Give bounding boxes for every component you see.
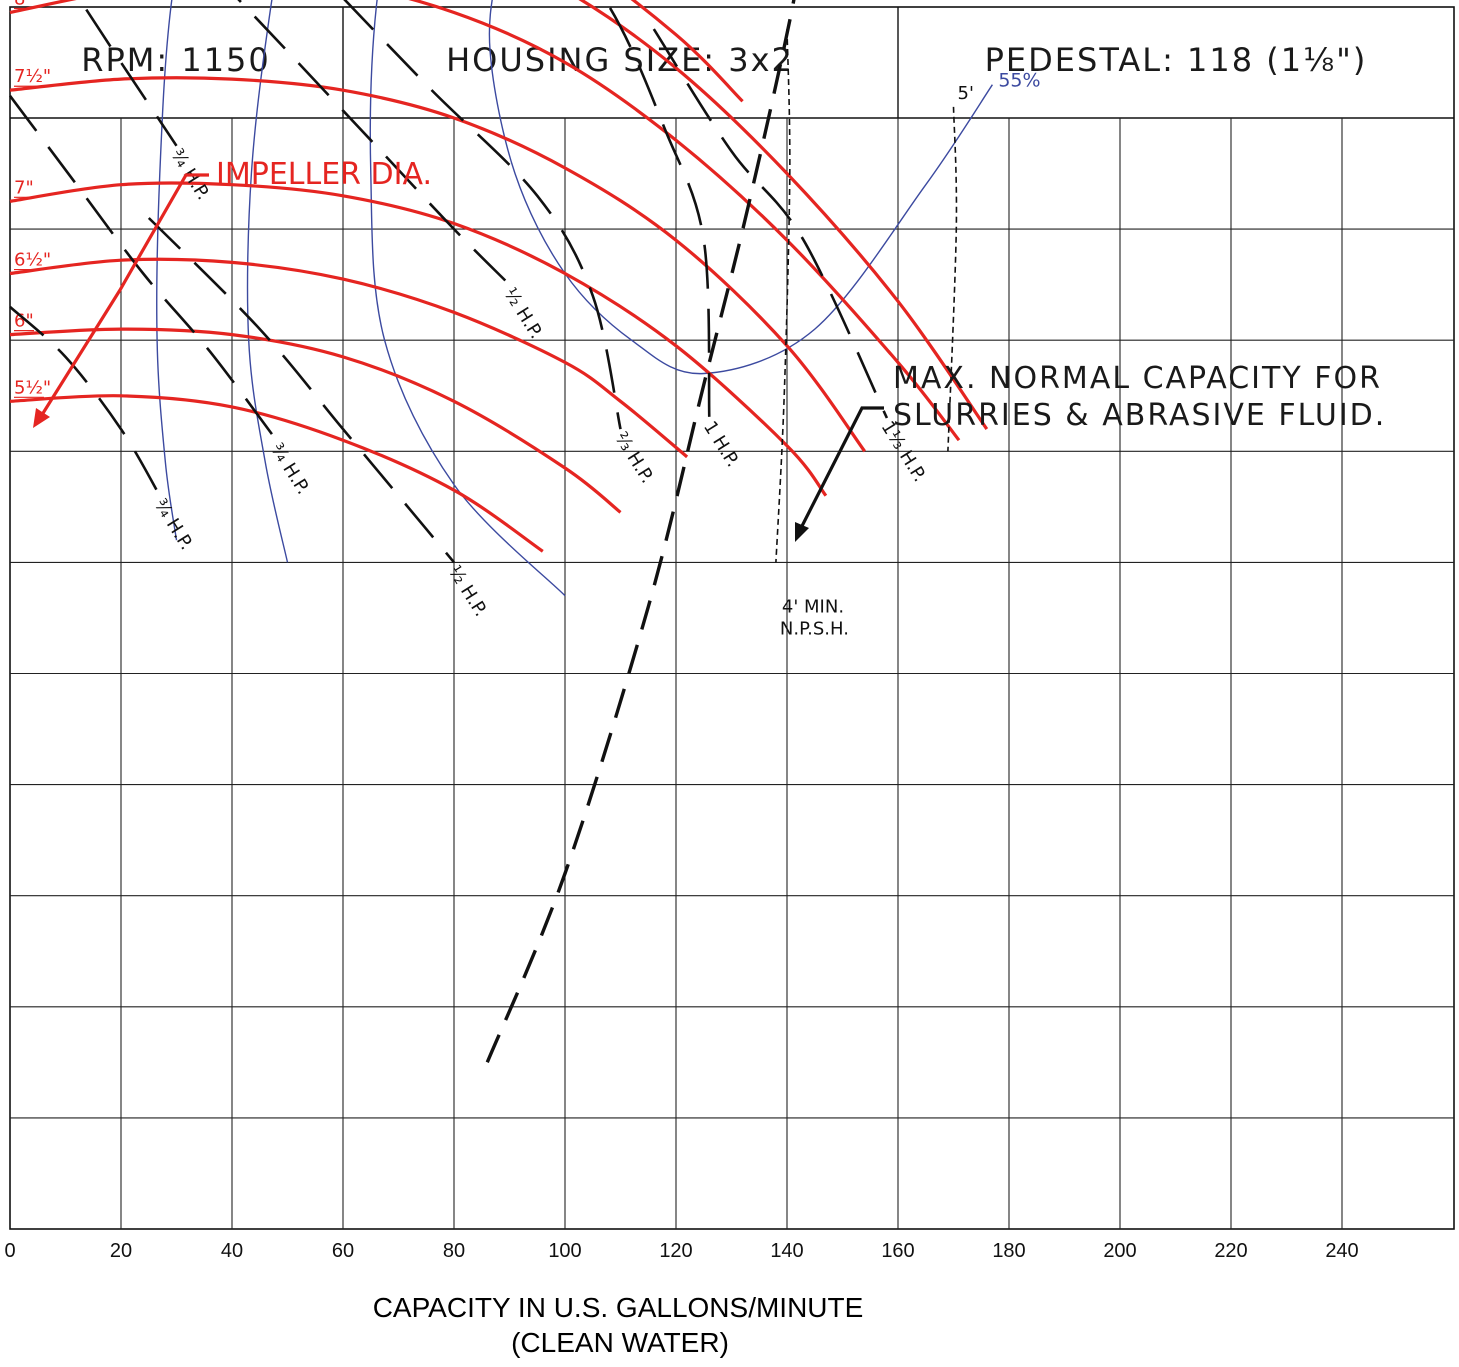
x-tick-label: 60 xyxy=(332,1240,354,1262)
impeller-size-label: 7½" xyxy=(14,66,51,87)
hp-label: 1 H.P. xyxy=(699,417,743,470)
impeller-size-label: 6½" xyxy=(14,250,51,271)
chart-frame xyxy=(9,6,1455,1230)
pedestal-label: PEDESTAL: 118 (1⅛") xyxy=(985,41,1368,79)
efficiency-curve xyxy=(488,0,993,375)
impeller-curve xyxy=(9,257,689,459)
hp-label: ¾ H.P. xyxy=(150,495,197,554)
impeller-curve xyxy=(9,394,544,553)
npsh-label: 4' MIN. xyxy=(782,596,844,617)
max-capacity-curve xyxy=(485,0,796,1063)
max-capacity-note-line2: SLURRIES & ABRASIVE FLUID. xyxy=(893,398,1386,433)
hp-curve xyxy=(343,0,622,430)
hp-label: ½ H.P. xyxy=(444,562,491,621)
impeller-pointer-arrowhead xyxy=(33,408,50,428)
hp-curve xyxy=(652,28,889,419)
x-tick-label: 80 xyxy=(443,1240,465,1262)
header-band: RPM: 1150 HOUSING SIZE: 3x2 PEDESTAL: 11… xyxy=(81,41,1368,79)
efficiency-curve xyxy=(156,0,178,541)
npsh-label: 5' xyxy=(958,83,974,104)
hp-curve xyxy=(147,217,456,564)
x-tick-label: 180 xyxy=(992,1240,1025,1262)
hp-label: ⅔ H.P. xyxy=(610,429,657,488)
impeller-pointer-arrow xyxy=(38,173,209,419)
impeller-curve xyxy=(630,0,744,103)
impeller-curve xyxy=(9,0,961,442)
x-axis-title: CAPACITY IN U.S. GALLONS/MINUTE xyxy=(373,1292,864,1323)
impeller-curves: 8½"8¼"8"7½"7"6½"6"5½" xyxy=(9,0,989,553)
efficiency-curve xyxy=(369,0,566,597)
horsepower-curves: ¾ H.P.¾ H.P.¾ H.P.½ H.P.½ H.P.⅔ H.P. 1 H.… xyxy=(8,0,930,621)
x-axis-subtitle: (CLEAN WATER) xyxy=(511,1327,729,1358)
x-tick-label: 120 xyxy=(659,1240,692,1262)
x-tick-label: 0 xyxy=(4,1240,15,1262)
grid xyxy=(9,6,1455,1230)
efficiency-curve xyxy=(246,0,289,563)
npsh-curves: 4' MIN.N.P.S.H. 5' xyxy=(775,29,974,639)
hp-curve xyxy=(78,0,178,147)
hp-curve xyxy=(8,95,278,441)
impeller-dia-label: IMPELLER DIA. xyxy=(216,157,432,192)
x-axis-ticks: 0 20 40 60 80 100 120 140 160 180 200 220 240 xyxy=(4,1240,1358,1262)
x-tick-label: 40 xyxy=(221,1240,243,1262)
x-tick-label: 140 xyxy=(770,1240,803,1262)
impeller-size-label: 5½" xyxy=(14,377,51,398)
rpm-label: RPM: 1150 xyxy=(81,41,271,79)
max-capacity-line xyxy=(485,0,796,1063)
npsh-curve xyxy=(947,106,958,452)
x-tick-label: 240 xyxy=(1325,1240,1358,1262)
hp-label: ¾ H.P. xyxy=(266,440,313,499)
impeller-curve xyxy=(9,76,866,453)
npsh-label: N.P.S.H. xyxy=(780,618,849,639)
annotations: IMPELLER DIA. MAX. NORMAL CAPACITY FOR S… xyxy=(33,157,1386,1358)
hp-curve xyxy=(9,305,161,497)
impeller-size-label: 7" xyxy=(14,177,34,198)
max-capacity-pointer-arrow xyxy=(798,406,884,531)
hp-curve xyxy=(237,0,511,286)
x-tick-label: 100 xyxy=(548,1240,581,1262)
x-tick-label: 220 xyxy=(1214,1240,1247,1262)
efficiency-label: 55% xyxy=(998,70,1040,92)
hp-curve xyxy=(603,0,711,419)
x-tick-label: 200 xyxy=(1103,1240,1136,1262)
housing-size-label: HOUSING SIZE: 3x2 xyxy=(446,41,794,79)
x-tick-label: 160 xyxy=(881,1240,914,1262)
impeller-curve xyxy=(9,327,622,514)
impeller-curve xyxy=(578,0,989,431)
max-capacity-pointer-arrowhead xyxy=(795,522,809,542)
npsh-curve xyxy=(775,29,791,563)
impeller-curve xyxy=(9,181,828,497)
impeller-size-label: 8" xyxy=(14,0,34,9)
max-capacity-note-line1: MAX. NORMAL CAPACITY FOR xyxy=(893,361,1382,396)
x-tick-label: 20 xyxy=(110,1240,132,1262)
efficiency-curves: 30%40%50%55%55% xyxy=(156,0,1041,597)
